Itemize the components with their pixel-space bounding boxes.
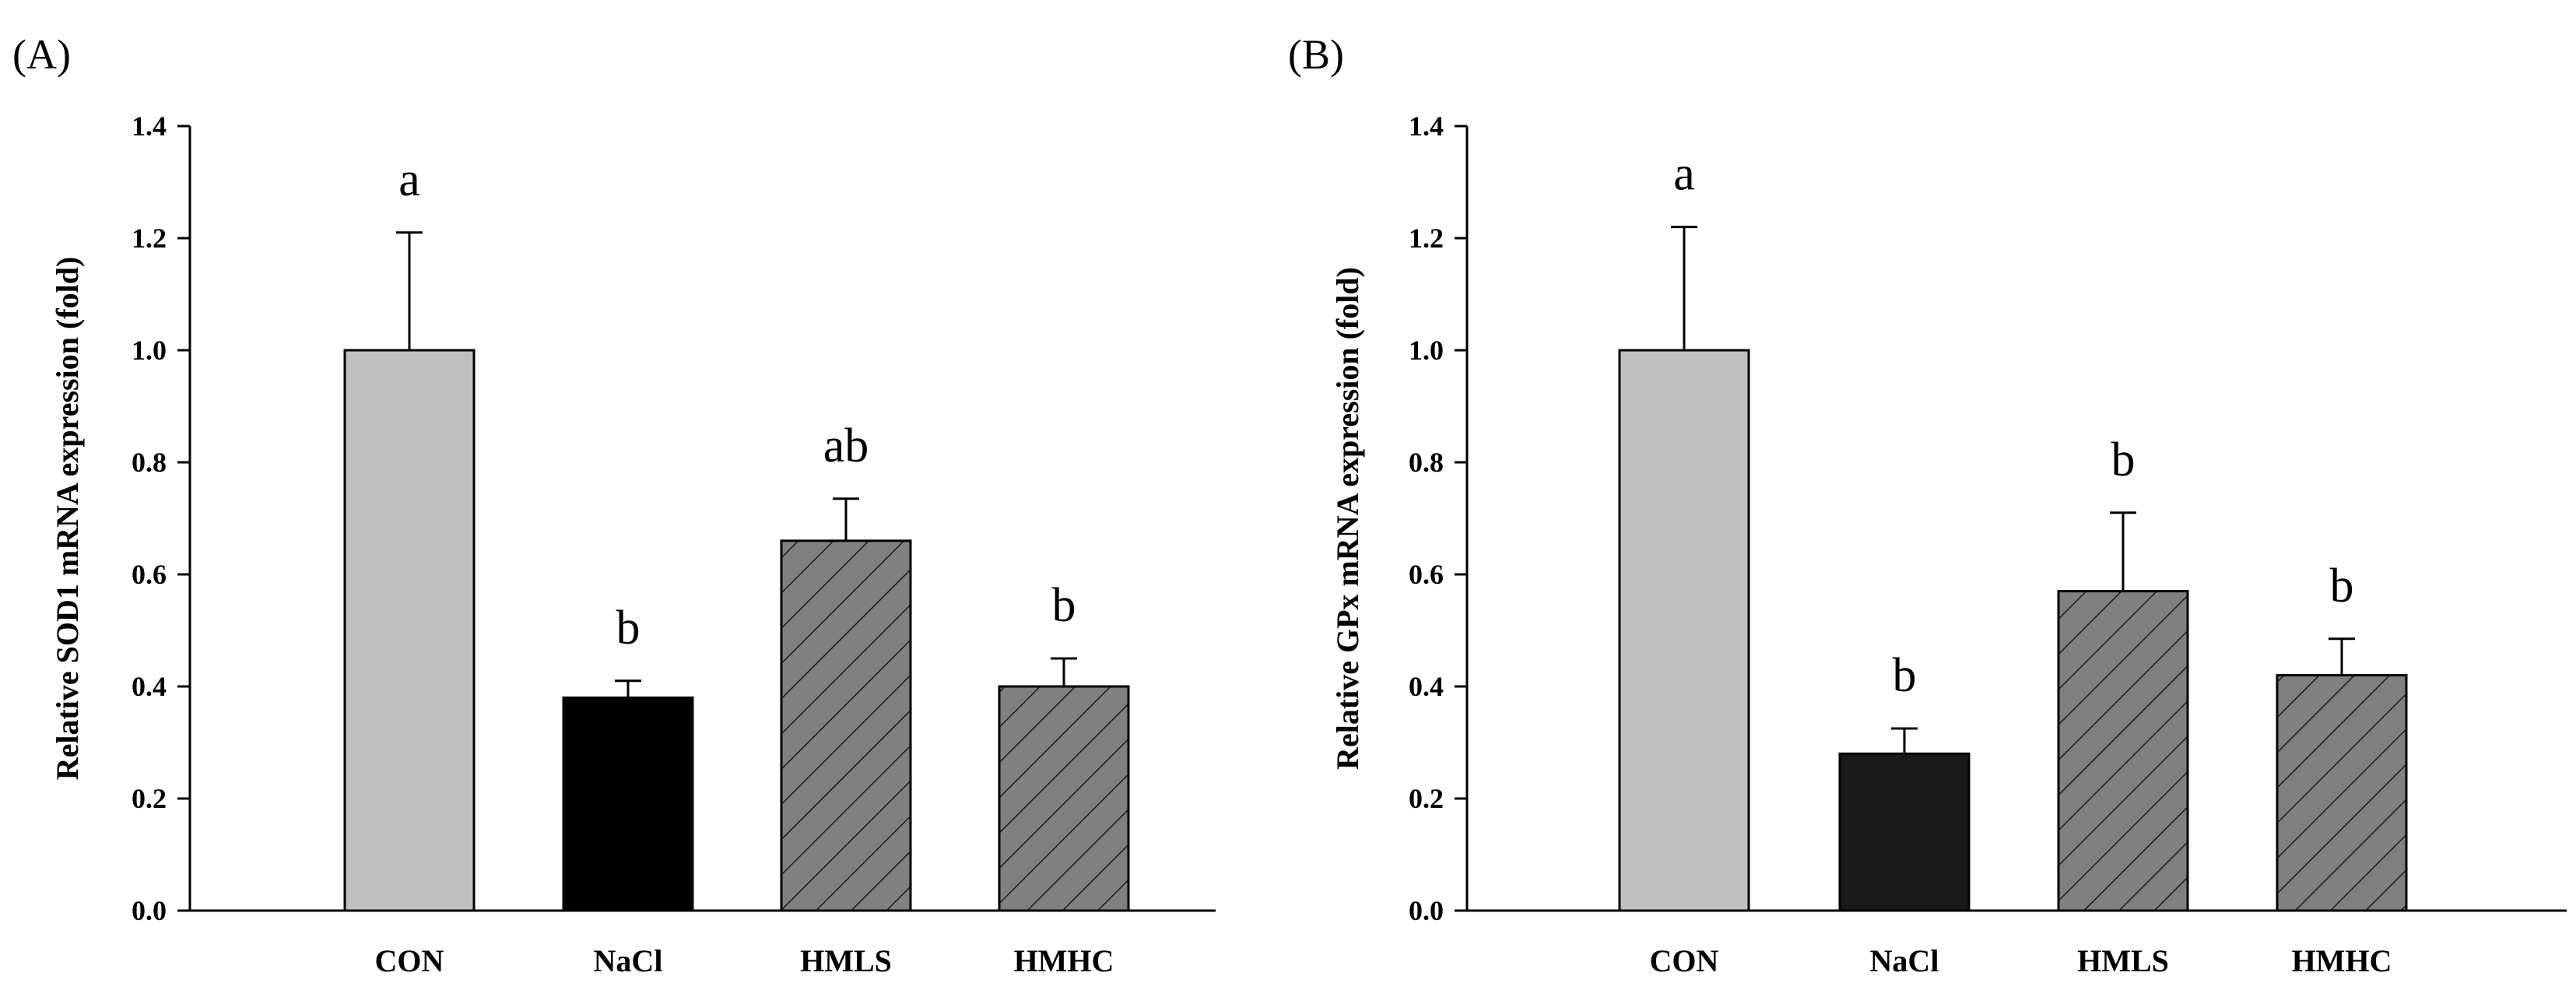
y-tick-label: 1.2 (1409, 223, 1444, 254)
category-label: NaCl (1870, 943, 1939, 978)
category-label: NaCl (594, 943, 663, 978)
panel-label: (A) (12, 31, 71, 78)
y-axis-title: Relative GPx mRNA expression (fold) (1330, 267, 1365, 770)
bar-nacl (562, 696, 694, 912)
y-tick-label: 0.8 (132, 447, 167, 478)
category-label: CON (375, 943, 444, 978)
bar-con (343, 349, 476, 912)
y-tick-label: 0.6 (132, 559, 167, 590)
bar-hmls (780, 539, 912, 912)
y-tick-label: 0.8 (1409, 447, 1444, 478)
y-tick-label: 1.4 (1409, 111, 1444, 142)
bar-nacl (1838, 752, 1971, 912)
category-label: HMLS (2077, 943, 2169, 978)
significance-label: ab (823, 420, 869, 472)
y-axis-title: Relative SOD1 mRNA expression (fold) (50, 257, 85, 781)
y-tick-label: 1.0 (132, 335, 167, 366)
category-label: HMHC (2292, 943, 2392, 978)
y-tick-label: 0.0 (132, 895, 167, 926)
significance-label: b (1052, 579, 1076, 632)
y-tick-label: 0.4 (1409, 671, 1444, 702)
y-tick-label: 0.2 (1409, 783, 1444, 814)
y-tick-label: 1.2 (132, 223, 167, 254)
significance-label: b (2111, 434, 2136, 486)
bar-hmhc (998, 685, 1130, 912)
panel-label: (B) (1288, 31, 1344, 78)
bar-hmhc (2276, 674, 2408, 912)
bar-con (1618, 349, 1750, 912)
panel-b: (B) 0.0 0.2 0.4 0.6 0.8 1.0 1.2 1.4 Relative GPx … (1288, 31, 2567, 978)
y-tick-label: 0.4 (132, 671, 167, 702)
significance-label: b (616, 602, 640, 655)
significance-label: b (1893, 649, 1917, 702)
significance-label: a (1673, 148, 1695, 201)
panel-a: (A) 0.0 0.2 0.4 0.6 0.8 1.0 1.2 1.4 Relative SOD1… (12, 31, 1216, 978)
y-tick-label: 0.2 (132, 783, 167, 814)
category-label: HMLS (800, 943, 892, 978)
y-tick-label: 1.0 (1409, 335, 1444, 366)
y-tick-label: 0.0 (1409, 895, 1444, 926)
significance-label: a (398, 153, 420, 206)
category-label: CON (1650, 943, 1719, 978)
y-tick-label: 0.6 (1409, 559, 1444, 590)
bar-hmls (2057, 590, 2189, 912)
category-label: HMHC (1014, 943, 1114, 978)
significance-label: b (2330, 560, 2354, 613)
y-tick-label: 1.4 (132, 111, 167, 142)
